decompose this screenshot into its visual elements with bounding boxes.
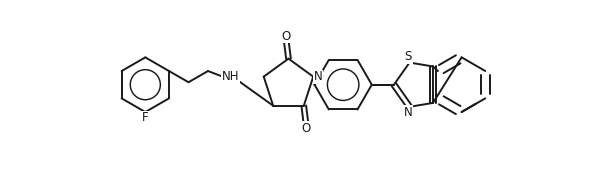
Text: NH: NH	[222, 70, 239, 83]
Text: N: N	[314, 70, 322, 83]
Text: O: O	[282, 30, 291, 43]
Text: S: S	[405, 50, 412, 63]
Text: O: O	[302, 122, 311, 135]
Text: F: F	[142, 111, 148, 124]
Text: N: N	[404, 106, 412, 119]
